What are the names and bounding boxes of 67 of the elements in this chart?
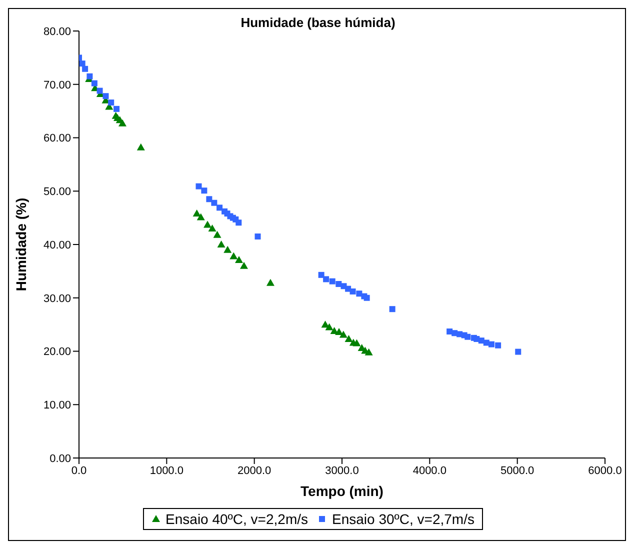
point bbox=[364, 348, 373, 356]
point bbox=[211, 200, 218, 206]
point bbox=[224, 246, 232, 253]
legend-label: Ensaio 30ºC, v=2,7m/s bbox=[331, 511, 474, 527]
point bbox=[495, 342, 502, 348]
point bbox=[352, 339, 361, 346]
y-axis-title: Humidade (%) bbox=[12, 198, 29, 292]
point bbox=[318, 272, 324, 278]
point bbox=[91, 80, 98, 86]
point bbox=[329, 278, 336, 284]
chart-title: Humidade (base húmida) bbox=[240, 15, 396, 30]
point bbox=[364, 294, 370, 301]
y-tick-label: 20.00 bbox=[43, 346, 71, 358]
point bbox=[136, 143, 145, 150]
point bbox=[323, 276, 330, 282]
point bbox=[201, 188, 208, 194]
point bbox=[344, 334, 353, 342]
point bbox=[345, 286, 352, 292]
y-tick-label: 60.00 bbox=[43, 132, 71, 145]
point bbox=[196, 183, 202, 190]
point bbox=[356, 290, 362, 297]
point bbox=[204, 220, 212, 228]
x-tick-label: 1000.0 bbox=[150, 464, 184, 477]
point bbox=[208, 224, 216, 232]
point bbox=[488, 341, 494, 348]
point bbox=[192, 210, 201, 217]
point bbox=[350, 288, 356, 294]
point bbox=[464, 334, 471, 340]
point bbox=[213, 230, 222, 238]
point bbox=[86, 73, 93, 80]
point bbox=[206, 196, 212, 202]
point bbox=[82, 66, 88, 72]
point bbox=[515, 348, 522, 355]
y-tick-label: 30.00 bbox=[43, 292, 71, 305]
y-tick-label: 10.00 bbox=[43, 400, 71, 412]
x-tick-label: 5000.0 bbox=[500, 464, 534, 477]
point bbox=[234, 256, 243, 263]
point bbox=[102, 93, 109, 100]
point bbox=[240, 262, 248, 269]
x-tick-label: 6000.0 bbox=[588, 464, 622, 477]
point bbox=[336, 280, 342, 287]
point bbox=[230, 252, 238, 260]
legend-label: Ensaio 40ºC, v=2,2m/s bbox=[164, 511, 308, 527]
y-tick-label: 50.00 bbox=[43, 186, 71, 198]
point bbox=[325, 323, 334, 330]
point bbox=[96, 88, 103, 94]
point bbox=[236, 220, 242, 226]
point bbox=[339, 330, 348, 338]
point bbox=[266, 278, 274, 286]
point bbox=[389, 306, 396, 312]
x-tick-label: 3000.0 bbox=[325, 464, 359, 477]
point bbox=[114, 106, 120, 112]
y-tick-label: 70.00 bbox=[43, 79, 71, 92]
x-axis-title: Tempo (min) bbox=[300, 483, 384, 499]
y-tick-label: 80.00 bbox=[43, 26, 71, 38]
point bbox=[216, 204, 223, 211]
y-tick-label: 0.00 bbox=[50, 452, 71, 465]
point bbox=[217, 240, 226, 248]
point bbox=[79, 60, 86, 67]
point bbox=[196, 213, 205, 220]
point bbox=[108, 100, 114, 106]
x-tick-label: 2000.0 bbox=[238, 464, 272, 477]
x-tick-label: 4000.0 bbox=[412, 464, 446, 477]
y-tick-label: 40.00 bbox=[43, 239, 71, 252]
point bbox=[118, 119, 126, 126]
point bbox=[254, 233, 261, 240]
x-tick-label: 0.0 bbox=[71, 464, 87, 477]
